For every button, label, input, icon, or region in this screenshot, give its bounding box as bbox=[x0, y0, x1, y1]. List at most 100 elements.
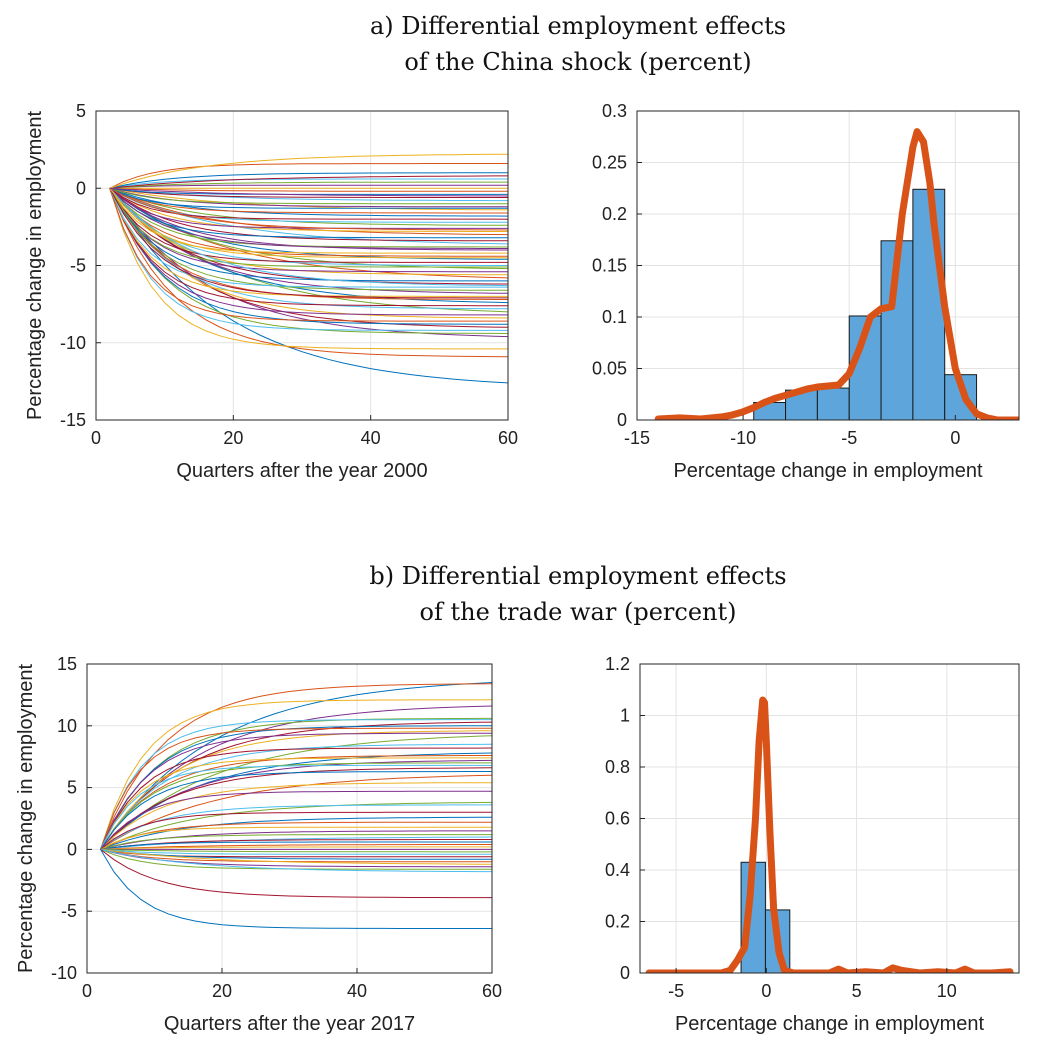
series-line bbox=[109, 188, 508, 300]
x-tick-label: 20 bbox=[212, 981, 232, 1001]
series-line bbox=[100, 841, 492, 850]
y-tick-label: 0.6 bbox=[605, 809, 630, 829]
y-tick-label: 0 bbox=[617, 410, 627, 430]
y-tick-label: 0.4 bbox=[605, 860, 630, 880]
series-line bbox=[100, 721, 492, 850]
series-line bbox=[109, 188, 508, 273]
trade-war-histogram-plot: -5 0 5 10 0 0.2 0.4 0.6 0.8 1 1.2 Percentage change… bbox=[605, 654, 1020, 1035]
series-line bbox=[109, 187, 508, 285]
series-line bbox=[109, 187, 508, 211]
series-line bbox=[109, 187, 508, 279]
x-tick-label: 0 bbox=[761, 981, 771, 1001]
x-tick-label: -5 bbox=[841, 428, 857, 448]
y-tick-label: 5 bbox=[67, 778, 77, 798]
y-tick-label: -5 bbox=[61, 901, 77, 921]
series-line bbox=[100, 811, 492, 850]
x-tick-label: 0 bbox=[950, 428, 960, 448]
series-line bbox=[109, 172, 508, 189]
series-line bbox=[100, 764, 492, 850]
series-line bbox=[109, 187, 508, 209]
series-line bbox=[109, 187, 508, 231]
y-tick-label: 10 bbox=[57, 716, 77, 736]
x-tick-label: 20 bbox=[223, 428, 243, 448]
series-line bbox=[100, 682, 492, 850]
x-axis-label: Percentage change in employment bbox=[675, 1013, 985, 1035]
y-tick-label: 5 bbox=[76, 101, 86, 121]
series-line bbox=[109, 163, 508, 189]
series-line bbox=[109, 188, 508, 288]
trade-war-trajectories-plot: 0 20 40 60 -10 -5 0 5 10 15 Quarters after the yea… bbox=[15, 654, 502, 1035]
series-line bbox=[109, 188, 508, 307]
series-line bbox=[100, 730, 492, 850]
x-tick-label: 5 bbox=[852, 981, 862, 1001]
y-axis-label: Percentage change in employment bbox=[24, 111, 46, 421]
series-line bbox=[109, 187, 508, 259]
x-tick-label: 0 bbox=[91, 428, 101, 448]
series-line bbox=[109, 188, 508, 263]
series-line bbox=[109, 178, 508, 189]
series-line bbox=[109, 188, 508, 331]
series-line bbox=[100, 727, 492, 850]
series-line bbox=[109, 187, 508, 260]
series-line bbox=[100, 743, 492, 850]
x-axis-label: Quarters after the year 2017 bbox=[164, 1013, 415, 1035]
series-line bbox=[100, 755, 492, 850]
series-line bbox=[100, 801, 492, 850]
series-line bbox=[100, 848, 492, 855]
plot-area bbox=[654, 128, 1019, 420]
y-tick-label: -5 bbox=[70, 256, 86, 276]
series-line bbox=[100, 757, 492, 850]
series-line bbox=[100, 735, 492, 850]
series-line bbox=[100, 782, 492, 850]
panel-a-title-line2: of the China shock (percent) bbox=[404, 48, 751, 76]
x-tick-label: -15 bbox=[624, 428, 650, 448]
series-line bbox=[109, 187, 508, 205]
series-line bbox=[100, 732, 492, 850]
x-axis-label: Quarters after the year 2000 bbox=[176, 460, 427, 482]
series-line bbox=[109, 187, 508, 242]
series-line bbox=[109, 188, 508, 322]
series-line bbox=[109, 188, 508, 291]
series-line bbox=[100, 846, 492, 850]
histogram-bar bbox=[816, 387, 850, 420]
series-line bbox=[109, 188, 508, 299]
series-line bbox=[109, 187, 508, 197]
series-line bbox=[100, 848, 492, 853]
series-line bbox=[109, 188, 508, 310]
x-tick-label: 60 bbox=[498, 428, 518, 448]
series-line bbox=[100, 848, 492, 860]
y-tick-label: 0 bbox=[67, 839, 77, 859]
series-line bbox=[109, 187, 508, 249]
y-tick-label: 0.25 bbox=[592, 153, 627, 173]
x-tick-label: -10 bbox=[730, 428, 756, 448]
series-line bbox=[109, 187, 508, 294]
y-axis-label: Percentage change in employment bbox=[15, 664, 37, 974]
series-line bbox=[100, 848, 492, 873]
series-line bbox=[109, 187, 508, 232]
series-line bbox=[109, 175, 508, 189]
y-tick-label: 0 bbox=[620, 963, 630, 983]
x-tick-label: 10 bbox=[937, 981, 957, 1001]
panel-b-title-line1: b) Differential employment effects bbox=[369, 562, 786, 590]
series-line bbox=[109, 188, 508, 282]
y-tick-label: 0.1 bbox=[602, 307, 627, 327]
density-curve bbox=[645, 696, 1014, 973]
y-tick-label: 1 bbox=[620, 706, 630, 726]
y-tick-label: -10 bbox=[60, 333, 86, 353]
series-line bbox=[109, 188, 508, 325]
series-line bbox=[100, 771, 492, 850]
x-axis-label: Percentage change in employment bbox=[673, 460, 983, 482]
plot-area bbox=[645, 696, 1014, 973]
y-tick-label: 0.05 bbox=[592, 359, 627, 379]
x-tick-label: 60 bbox=[482, 981, 502, 1001]
plot-area bbox=[109, 153, 508, 384]
series-line bbox=[100, 834, 492, 850]
panel-a-title-line1: a) Differential employment effects bbox=[370, 12, 786, 40]
series-line bbox=[109, 184, 508, 189]
series-line bbox=[100, 844, 492, 850]
series-line bbox=[109, 187, 508, 223]
y-tick-label: -15 bbox=[60, 410, 86, 430]
series-line bbox=[109, 187, 508, 248]
series-line bbox=[100, 849, 492, 899]
